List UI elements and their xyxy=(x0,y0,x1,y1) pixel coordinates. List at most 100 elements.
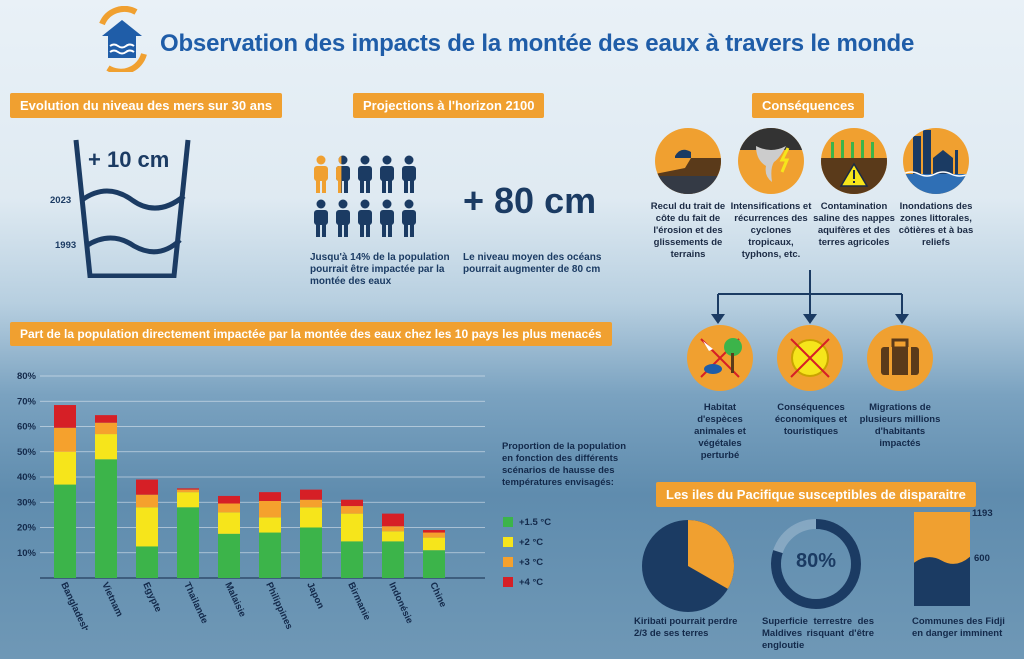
person-icon xyxy=(402,199,416,237)
bar-segment xyxy=(218,503,240,513)
y-tick-label: 60% xyxy=(17,422,37,433)
coast-erosion-icon xyxy=(655,128,721,194)
economy-icon xyxy=(777,325,843,391)
ocean-text: Le niveau moyen des océans pourrait augm… xyxy=(463,252,602,275)
population-text: Jusqu'à 14% de la population pourrait êt… xyxy=(310,252,450,287)
ring-progress xyxy=(771,519,861,609)
legend-swatch xyxy=(503,537,513,547)
projections-pill: Projections à l'horizon 2100 xyxy=(353,93,545,118)
cause-text: Intensifications et récurrences des cycl… xyxy=(730,201,812,260)
effect-text: Conséquences économiques et touristiques xyxy=(774,402,848,437)
cause-text: Inondations des zones littorales, côtièr… xyxy=(898,201,974,248)
bar-segment xyxy=(95,459,117,578)
x-tick-label: Egypte xyxy=(140,581,163,614)
bar-segment xyxy=(54,451,76,485)
bar-segment xyxy=(423,550,445,578)
bar-segment xyxy=(95,434,117,460)
legend-title: Proportion de la population en fonction … xyxy=(502,441,627,488)
person-icon xyxy=(336,199,350,237)
y-tick-label: 50% xyxy=(17,447,37,458)
chart-legend: +1.5 °C +2 °C +3 °C +4 °C xyxy=(503,512,551,592)
pie-slice-remaining xyxy=(688,520,734,589)
legend-label: +2 °C xyxy=(519,536,544,548)
bar-segment xyxy=(423,537,445,551)
page-title: Observation des impacts de la montée des… xyxy=(160,30,915,57)
bar-segment xyxy=(341,513,363,542)
person-icon xyxy=(358,199,372,237)
legend-swatch xyxy=(503,557,513,567)
bar-segment xyxy=(218,512,240,534)
bar-segment xyxy=(300,489,322,500)
bar-segment xyxy=(382,531,404,542)
salt-warning-icon xyxy=(821,128,887,194)
x-tick-label: Thailande xyxy=(181,581,210,626)
bar-segment xyxy=(218,533,240,578)
bar-segment xyxy=(259,500,281,518)
x-tick-label: Vietnam xyxy=(99,581,125,619)
bar-segment xyxy=(95,422,117,435)
y-tick-label: 20% xyxy=(17,523,37,534)
person-icon xyxy=(402,155,416,193)
bar-segment xyxy=(136,479,158,495)
suitcase-icon xyxy=(867,325,933,391)
sea-level-pill: Evolution du niveau des mers sur 30 ans xyxy=(10,93,283,118)
y-tick-label: 80% xyxy=(17,371,37,382)
bar-segment xyxy=(54,405,76,428)
legend-label: +3 °C xyxy=(519,556,544,568)
person-icon xyxy=(380,155,394,193)
bar-segment xyxy=(177,489,199,493)
fidji-top-label: 1193 xyxy=(972,508,993,519)
x-tick-label: Birmanie xyxy=(345,581,372,622)
x-tick-label: Bangladesh xyxy=(58,581,91,630)
logo xyxy=(92,5,152,75)
y-tick-label: 70% xyxy=(17,396,37,407)
bar-segment xyxy=(423,530,445,533)
bar-segment xyxy=(136,507,158,547)
bar-segment xyxy=(259,517,281,533)
x-tick-label: Indonésie xyxy=(386,581,415,626)
bar-segment xyxy=(341,499,363,507)
effect-text: Habitat d'espèces animales et végétales … xyxy=(694,402,746,461)
year-2023: 2023 xyxy=(50,195,72,206)
pacific-pill: Les iles du Pacifique susceptibles de di… xyxy=(656,482,976,507)
sea-level-delta: + 10 cm xyxy=(88,147,170,172)
cause-text: Contamination saline des nappes aquifère… xyxy=(813,201,895,248)
person-icon xyxy=(380,199,394,237)
bar-segment xyxy=(300,507,322,528)
bar-segment xyxy=(382,541,404,578)
consequences-pill: Conséquences xyxy=(752,93,865,118)
effect-text: Migrations de plusieurs millions d'habit… xyxy=(859,402,941,449)
bar-segment xyxy=(259,532,281,578)
bar-segment xyxy=(341,541,363,578)
cyclone-icon xyxy=(738,128,804,194)
legend-swatch xyxy=(503,517,513,527)
kiribati-pie-chart xyxy=(642,520,734,612)
house-water-icon xyxy=(99,5,147,75)
legend-item: +1.5 °C xyxy=(503,512,551,532)
legend-item: +3 °C xyxy=(503,552,551,572)
bar-segment xyxy=(300,499,322,508)
flow-arrows xyxy=(711,270,909,324)
y-tick-label: 10% xyxy=(17,548,37,559)
legend-label: +4 °C xyxy=(519,576,544,588)
person-icon xyxy=(358,155,372,193)
person-icon xyxy=(314,155,328,193)
bar-segment xyxy=(341,506,363,514)
fidji-mid-label: 600 xyxy=(974,553,990,564)
chart-title-pill: Part de la population directement impact… xyxy=(10,322,612,346)
fidji-fill xyxy=(914,556,970,606)
bar-segment xyxy=(54,427,76,452)
bar-segment xyxy=(423,532,445,538)
year-1993: 1993 xyxy=(55,240,77,251)
legend-item: +2 °C xyxy=(503,532,551,552)
bar-segment xyxy=(300,527,322,578)
person-partial-icon xyxy=(336,155,342,193)
kiribati-text: Kiribati pourrait perdre 2/3 de ses terr… xyxy=(634,616,738,639)
cause-text: Recul du trait de côte du fait de l'éros… xyxy=(650,201,726,260)
maldives-text: Superficie terrestre des Maldives risqua… xyxy=(762,616,874,651)
x-tick-label: Japon xyxy=(304,581,326,611)
fidji-text: Communes des Fidji en danger imminent xyxy=(912,616,1005,639)
population-bar-chart: 10% 20% 30% 40% 50% 60% 70% 80% Bangladesh Vietna… xyxy=(17,371,485,630)
bar-segment xyxy=(136,494,158,508)
person-icon xyxy=(314,199,328,237)
